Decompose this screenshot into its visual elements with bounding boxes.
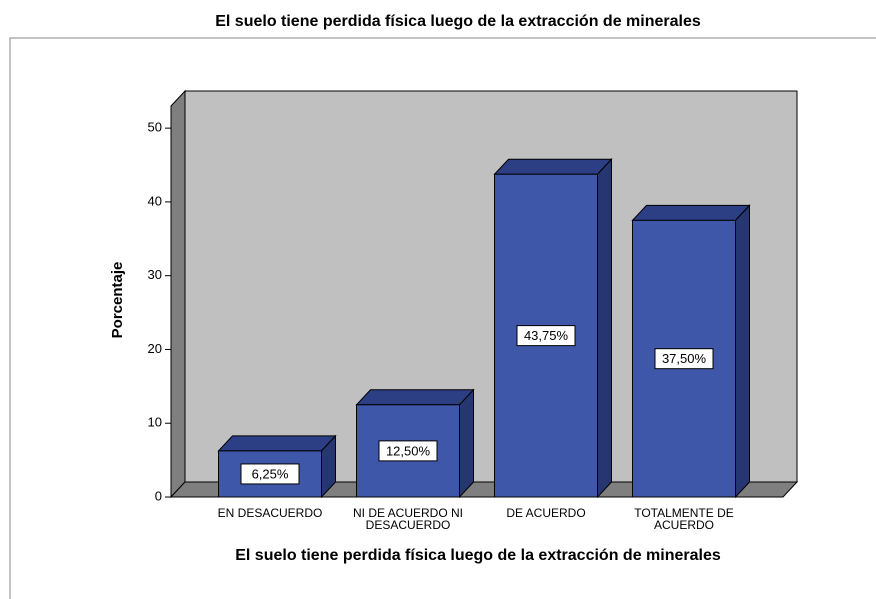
- y-tick-label: 40: [148, 193, 162, 208]
- bar-side: [735, 204, 750, 499]
- x-tick-label: TOTALMENTE DE ACUERDO: [634, 506, 734, 532]
- x-axis-title: El suelo tiene perdida física luego de l…: [235, 547, 721, 564]
- data-label-box: [240, 463, 300, 485]
- bar-top: [493, 158, 613, 175]
- bar-side: [597, 157, 612, 499]
- x-tick-label: NI DE ACUERDO NI DESACUERDO: [352, 506, 463, 532]
- data-label-box: [378, 440, 438, 462]
- y-tick-label: 0: [155, 488, 162, 503]
- data-label-box: [516, 325, 576, 347]
- bar-top: [355, 389, 475, 406]
- chart-title: El suelo tiene perdida física luego de l…: [215, 13, 701, 30]
- data-label: 43,75%: [524, 328, 569, 343]
- bar-top: [217, 435, 337, 452]
- y-tick-label: 20: [148, 341, 162, 356]
- data-label: 6,25%: [252, 466, 289, 481]
- y-axis-title: Porcentaje: [109, 262, 126, 339]
- frame: [9, 37, 876, 599]
- data-label: 37,50%: [662, 351, 707, 366]
- x-tick-label: DE ACUERDO: [506, 506, 586, 520]
- y-tick-label: 50: [148, 120, 162, 135]
- x-tick-label: EN DESACUERDO: [217, 506, 323, 520]
- bar-top: [631, 204, 751, 221]
- bar-side: [459, 388, 474, 499]
- left-wall: [170, 89, 186, 499]
- data-label-box: [654, 348, 714, 370]
- data-label: 12,50%: [386, 443, 431, 458]
- y-tick-label: 30: [148, 267, 162, 282]
- y-tick-label: 10: [148, 415, 162, 430]
